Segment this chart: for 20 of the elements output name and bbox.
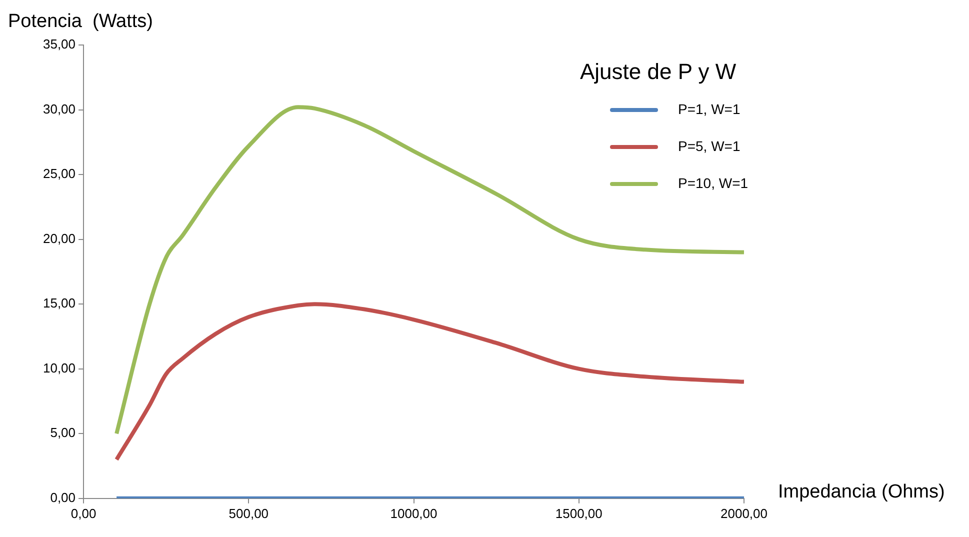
x-axis-title: Impedancia (Ohms)	[778, 482, 945, 503]
x-tick-label: 1500,00	[555, 506, 602, 521]
x-tick-label: 1000,00	[390, 506, 438, 521]
y-tick-label: 35,00	[42, 36, 76, 52]
y-tick-label: 5,00	[50, 425, 76, 440]
y-axis-title: Potencia (Watts)	[8, 11, 154, 32]
y-tick-label: 10,00	[42, 360, 76, 376]
y-tick-label: 0,00	[50, 490, 76, 505]
legend-label: P=5, W=1	[678, 138, 740, 154]
x-tick-label: 2000,00	[720, 506, 768, 521]
y-tick-label: 20,00	[42, 230, 76, 246]
y-tick-label: 25,00	[42, 166, 76, 182]
line-series	[114, 302, 744, 462]
x-tick-label: 500,00	[228, 506, 269, 521]
y-tick-label: 30,00	[42, 101, 76, 116]
y-tick-label: 15,00	[42, 296, 76, 311]
x-tick-label: 0,00	[70, 506, 96, 521]
legend-title: Ajuste de P y W	[580, 59, 736, 84]
legend-label: P=1, W=1	[678, 100, 740, 117]
legend-label: P=10, W=1	[678, 174, 748, 191]
